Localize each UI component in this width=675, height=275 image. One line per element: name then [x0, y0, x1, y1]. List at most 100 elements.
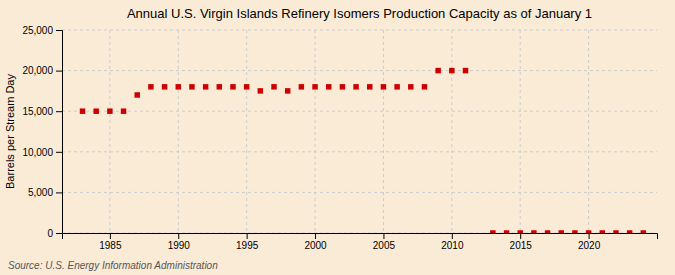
- point: [367, 84, 372, 89]
- point: [490, 230, 495, 233]
- point: [299, 84, 304, 89]
- tick-label: 2010: [441, 240, 464, 251]
- chart: 1985 1990 1995 2000 2005 2010 2015 2020 0 5,000 10…: [0, 0, 675, 275]
- point: [463, 68, 468, 73]
- tick-mark: [383, 233, 384, 239]
- point: [353, 84, 358, 89]
- tick: 2000: [304, 233, 327, 251]
- tick: 10,000: [22, 147, 62, 158]
- point: [285, 88, 290, 93]
- tick-mark: [520, 233, 521, 239]
- point: [504, 230, 509, 233]
- points: [80, 68, 646, 233]
- grid-line: [588, 30, 589, 233]
- tick-mark: [56, 152, 62, 153]
- grid-line: [383, 30, 384, 233]
- point: [107, 108, 112, 113]
- grid-line: [62, 30, 657, 31]
- point: [381, 84, 386, 89]
- point: [80, 108, 85, 113]
- y-axis-title: Barrels per Stream Day: [4, 74, 16, 189]
- tick-label: 2000: [304, 240, 327, 251]
- title: Annual U.S. Virgin Islands Refinery Isom…: [127, 6, 592, 21]
- point: [189, 84, 194, 89]
- grid-line: [451, 30, 452, 233]
- point: [312, 84, 317, 89]
- tick-mark: [110, 233, 111, 239]
- point: [121, 108, 126, 113]
- tick-mark: [56, 30, 62, 31]
- tick: 1995: [236, 233, 259, 251]
- point: [148, 84, 153, 89]
- point: [531, 230, 536, 233]
- tick: 2010: [441, 233, 464, 251]
- point: [340, 84, 345, 89]
- x-grid: [110, 30, 589, 233]
- point: [134, 92, 139, 97]
- grid-line: [178, 30, 179, 233]
- tick-label: 15,000: [22, 106, 53, 117]
- point: [641, 230, 646, 233]
- point: [230, 84, 235, 89]
- tick-label: 20,000: [22, 65, 53, 76]
- tick-label: 2015: [510, 240, 533, 251]
- grid-line: [62, 192, 657, 193]
- point: [559, 230, 564, 233]
- point: [162, 84, 167, 89]
- point: [613, 230, 618, 233]
- tick: 0: [47, 228, 62, 239]
- point: [572, 230, 577, 233]
- point: [422, 84, 427, 89]
- point: [203, 84, 208, 89]
- point: [627, 230, 632, 233]
- tick-label: 25,000: [22, 25, 53, 36]
- tick-label: 1985: [99, 240, 122, 251]
- tick-mark: [315, 233, 316, 239]
- point: [394, 84, 399, 89]
- y-grid: [62, 30, 657, 233]
- tick-mark: [452, 233, 453, 239]
- y-axis: 0 5,000 10,000 15,000 20,000 25,000: [22, 25, 62, 239]
- point: [545, 230, 550, 233]
- x-axis: 1985 1990 1995 2000 2005 2010 2015 2020: [63, 233, 658, 251]
- tick-label: 2005: [373, 240, 396, 251]
- source-note: Source: U.S. Energy Information Administ…: [8, 260, 218, 271]
- axis-line: [63, 234, 658, 240]
- tick-mark: [56, 192, 62, 193]
- point: [176, 84, 181, 89]
- tick: 2005: [373, 233, 396, 251]
- point: [449, 68, 454, 73]
- tick-mark: [56, 71, 62, 72]
- tick-mark: [589, 233, 590, 239]
- grid-line: [62, 151, 657, 152]
- tick: 25,000: [22, 25, 62, 36]
- grid-line: [109, 30, 110, 233]
- tick-label: 2020: [578, 240, 601, 251]
- grid-line: [62, 111, 657, 112]
- tick: 1990: [168, 233, 191, 251]
- plot: 1985 1990 1995 2000 2005 2010 2015 2020 0 5,000 10…: [22, 25, 657, 251]
- tick: 5,000: [28, 187, 62, 198]
- tick-label: 10,000: [22, 147, 53, 158]
- axis-line: [56, 31, 63, 234]
- point: [326, 84, 331, 89]
- tick: 15,000: [22, 106, 62, 117]
- tick-mark: [56, 111, 62, 112]
- point: [435, 68, 440, 73]
- grid-line: [315, 30, 316, 233]
- point: [217, 84, 222, 89]
- point: [517, 230, 522, 233]
- tick-mark: [178, 233, 179, 239]
- grid-line: [62, 70, 657, 71]
- tick-mark: [247, 233, 248, 239]
- tick-label: 1990: [168, 240, 191, 251]
- tick: 20,000: [22, 65, 62, 76]
- point: [271, 84, 276, 89]
- point: [586, 230, 591, 233]
- grid-line: [520, 30, 521, 233]
- tick: 1985: [99, 233, 122, 251]
- tick-label: 0: [47, 228, 53, 239]
- point: [258, 88, 263, 93]
- tick: 2020: [578, 233, 601, 251]
- tick-label: 5,000: [28, 187, 53, 198]
